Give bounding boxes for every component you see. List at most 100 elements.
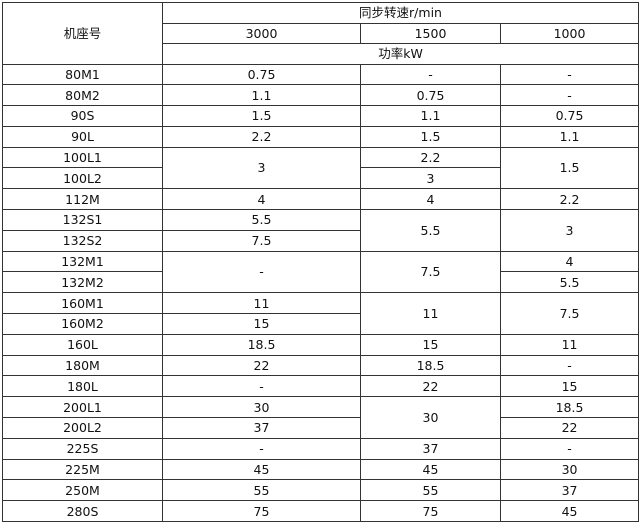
power-cell: 2.2	[162, 125, 361, 148]
power-cell: 7.5	[360, 250, 501, 294]
power-cell: -	[162, 437, 361, 460]
power-cell: 11	[162, 292, 361, 315]
power-cell: 30	[360, 396, 501, 439]
power-cell: 30	[162, 396, 361, 419]
power-cell: 1.1	[162, 84, 361, 107]
power-cell: -	[162, 375, 361, 398]
frame-cell: 132M2	[2, 271, 163, 294]
frame-cell: 180M	[2, 354, 163, 377]
power-cell: 55	[360, 479, 501, 502]
frame-cell: 200L2	[2, 417, 163, 439]
power-cell: 30	[499, 458, 640, 481]
frame-cell: 80M2	[2, 84, 163, 107]
power-cell: 22	[360, 375, 501, 398]
power-cell: 15	[499, 375, 640, 398]
data-row: 80M2 1.1 0.75-	[2, 84, 640, 107]
power-cell: 0.75	[162, 63, 361, 86]
power-cell: 3	[360, 167, 501, 190]
power-cell: -	[499, 84, 640, 107]
power-cell: 18.5	[360, 354, 501, 377]
power-cell: 37	[162, 417, 361, 439]
data-row: 80M1 0.75- -	[2, 63, 640, 86]
power-cell: -	[499, 354, 640, 377]
frame-cell: 100L2	[2, 167, 163, 190]
power-cell: 1.5	[360, 125, 501, 148]
speed-value: 3000	[162, 22, 361, 44]
data-row: 225M 45 45 30	[2, 458, 640, 481]
frame-cell: 180L	[2, 375, 163, 398]
frame-cell: 160M1	[2, 292, 163, 315]
data-row: 100L2 3	[2, 167, 639, 190]
power-cell: -	[162, 250, 361, 294]
power-cell: 7.5	[499, 292, 640, 335]
data-row: 200L1 30 30 18.5	[2, 396, 640, 439]
frame-cell: 90L	[2, 125, 163, 148]
data-row: 112M 4 4 2.2	[2, 188, 640, 211]
power-cell: 11	[360, 292, 501, 335]
speed-value: 1500	[360, 22, 501, 44]
power-cell: 2.2	[499, 188, 640, 211]
data-row: 280S 75 75 45	[2, 500, 640, 523]
power-cell: -	[499, 63, 640, 86]
power-cell: -	[360, 63, 501, 86]
power-cell: 75	[162, 500, 361, 523]
frame-cell: 90S	[2, 105, 163, 127]
frame-cell: 112M	[2, 188, 163, 211]
frame-cell: 160M2	[2, 313, 163, 335]
speed-value: 1000	[499, 22, 640, 44]
power-cell: 2.2	[360, 146, 501, 169]
power-cell: 4	[162, 188, 361, 211]
frame-cell: 160L	[2, 333, 163, 356]
power-cell: -	[499, 437, 640, 460]
power-cell: 55	[162, 479, 361, 502]
power-cell: 5.5	[360, 209, 501, 252]
power-cell: 4	[499, 250, 640, 273]
data-row: 132M1-7.5 4	[2, 250, 640, 294]
data-row: 225S -37-	[2, 437, 640, 460]
data-row: 160M1 11 11 7.5	[2, 292, 640, 335]
power-cell: 0.75	[360, 84, 501, 107]
frame-cell: 250M	[2, 479, 163, 502]
power-cell: 37	[360, 437, 501, 460]
frame-cell: 132M1	[2, 250, 163, 273]
power-cell: 18.5	[499, 396, 640, 419]
power-cell: 0.75	[499, 105, 640, 127]
data-row: 132S2 7.5	[2, 229, 639, 252]
frame-header: 机座号	[2, 2, 163, 65]
power-cell: 45	[360, 458, 501, 481]
data-row: 180L -22 15	[2, 375, 640, 398]
data-row: 90S 1.5 1.1 0.75	[2, 105, 640, 127]
data-row: 132M2 5.5	[2, 271, 640, 294]
data-row: 200L2 37 22	[2, 417, 640, 439]
speed-header: 同步转速r/min	[161, 2, 640, 24]
data-row: 100L1 3 2.2 1.5	[2, 146, 640, 190]
power-cell: 1.5	[499, 146, 640, 190]
frame-cell: 225M	[2, 458, 163, 481]
power-cell: 75	[360, 500, 501, 523]
data-row: 132S1 5.5 5.5 3	[2, 209, 640, 252]
power-cell: 45	[162, 458, 361, 481]
power-cell: 22	[162, 354, 361, 377]
power-cell: 1.1	[499, 125, 640, 148]
data-row: 250M 55 55 37	[2, 479, 640, 502]
frame-cell: 200L1	[2, 396, 163, 419]
power-cell: 15	[360, 333, 501, 356]
power-cell: 3	[162, 146, 361, 190]
power-cell: 1.1	[360, 105, 501, 127]
power-cell: 11	[499, 333, 640, 356]
frame-cell: 80M1	[2, 63, 163, 86]
frame-cell: 132S2	[2, 229, 163, 252]
frame-cell: 280S	[2, 500, 163, 523]
power-cell: 18.5	[162, 333, 361, 356]
power-cell: 7.5	[162, 229, 361, 252]
power-cell: 45	[499, 500, 640, 523]
power-cell: 5.5	[162, 209, 361, 231]
frame-cell: 100L1	[2, 146, 163, 169]
power-cell: 4	[360, 188, 501, 211]
frame-cell: 225S	[2, 437, 163, 460]
power-cell: 5.5	[499, 271, 640, 294]
power-cell: 1.5	[162, 105, 361, 127]
data-row: 160L 18.5 15 11	[2, 333, 640, 356]
